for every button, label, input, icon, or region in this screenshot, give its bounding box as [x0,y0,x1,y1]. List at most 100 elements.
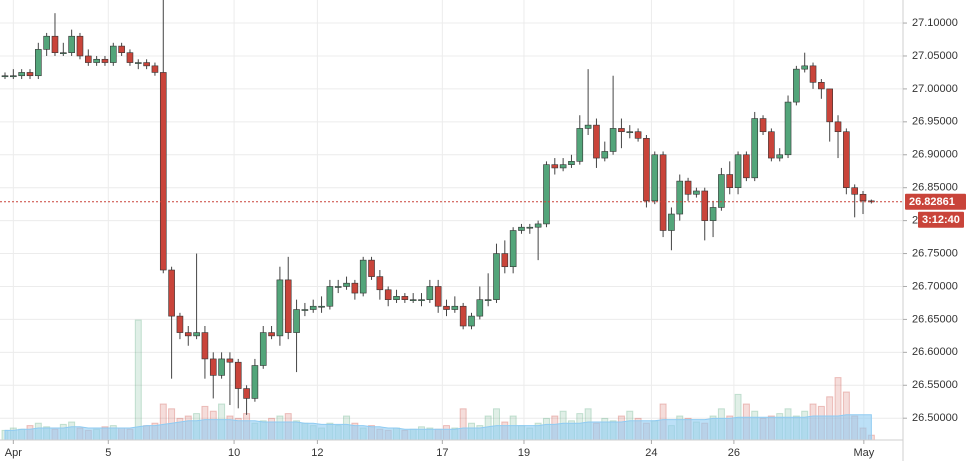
y-tick-label: 27.05000 [912,50,958,62]
candle-body [818,82,825,90]
candle-body [793,68,800,103]
candle-body [484,299,492,301]
candle-body [459,305,467,327]
candle-body [343,282,350,287]
candle-body [268,332,275,337]
candle-body [276,279,284,337]
candle-body [35,49,42,77]
candle-body [18,72,25,77]
candle-body [801,65,809,70]
candle-body [634,131,642,139]
candle-body [259,332,267,366]
candle-body [651,154,659,202]
candle-body [293,309,300,333]
candle-body [151,65,159,73]
candle-body [243,388,250,399]
countdown-label: 3:12:40 [922,214,960,226]
candle-body [768,131,775,159]
candle-body [726,174,734,188]
y-tick-label: 27.00000 [912,83,958,95]
candle-body [809,65,817,83]
candle-body [359,259,367,294]
candle-body [1,75,9,78]
candle-body [576,128,584,162]
candle-body [60,52,67,54]
candle-body [676,180,684,215]
candle-body [201,332,209,360]
candle-body [218,358,225,376]
candle-body [326,286,334,307]
candle-body [443,305,450,310]
candle-body [309,305,317,310]
candle-body [51,35,59,53]
y-tick-label: 26.95000 [912,116,958,128]
candle-body [826,88,833,123]
y-tick-label: 26.75000 [912,247,958,259]
candle-body [476,299,484,317]
candle-body [109,45,117,63]
candle-body [743,154,750,179]
candle-body [693,190,700,195]
x-tick-label: 17 [436,447,448,459]
candle-body [193,332,200,337]
candle-body [384,289,392,300]
x-tick-label: 26 [728,447,740,459]
axis-panel [903,0,966,461]
candle-body [668,213,675,231]
y-tick-label: 26.60000 [912,346,958,358]
y-tick-label: 26.50000 [912,412,958,424]
candle-body [718,174,725,208]
candle-body [618,128,625,133]
candle-body [134,62,142,64]
candle-body [734,154,742,188]
candle-body [376,276,384,291]
candle-body [709,207,717,221]
countdown-box [918,211,964,228]
volume-bar [134,319,142,441]
candle-body [568,161,575,165]
candle-body [859,193,867,202]
y-tick-label: 26.55000 [912,379,958,391]
candle-body [593,124,600,159]
candle-body [701,190,709,221]
candle-body [493,253,500,300]
candle-body [534,223,542,228]
candle-body [368,259,375,277]
x-tick-label: Apr [5,447,22,459]
candle-body [76,35,84,57]
candle-body [226,358,234,363]
candle-body [409,299,417,301]
candle-body [434,286,442,307]
candle-body [101,58,109,63]
candle-body [659,154,667,231]
candle-body [551,164,559,169]
candle-body [626,131,634,134]
y-tick-label: 26.85000 [912,182,958,194]
x-tick-label: 5 [105,447,111,459]
y-tick-label: 26.70000 [912,280,958,292]
candle-body [93,58,100,63]
x-tick-label: May [853,447,874,459]
candle-body [251,365,259,399]
candle-body [393,296,400,300]
y-tick-label: 26.90000 [912,149,958,161]
candle-body [10,75,17,78]
candle-body [509,230,517,268]
candle-body [85,55,92,63]
candle-body [26,72,34,77]
candle-body [118,45,125,53]
candle-body [609,128,617,152]
candle-body [451,305,459,310]
y-tick-label: 27.10000 [912,17,958,29]
candle-body [43,35,50,50]
candle-body [126,52,134,63]
candle-body [426,286,434,300]
last-price-box [905,193,966,210]
candle-body [526,226,534,229]
candle-body [751,118,759,179]
candle-body [684,180,692,195]
candle-body [468,315,475,327]
candle-body [851,187,858,195]
